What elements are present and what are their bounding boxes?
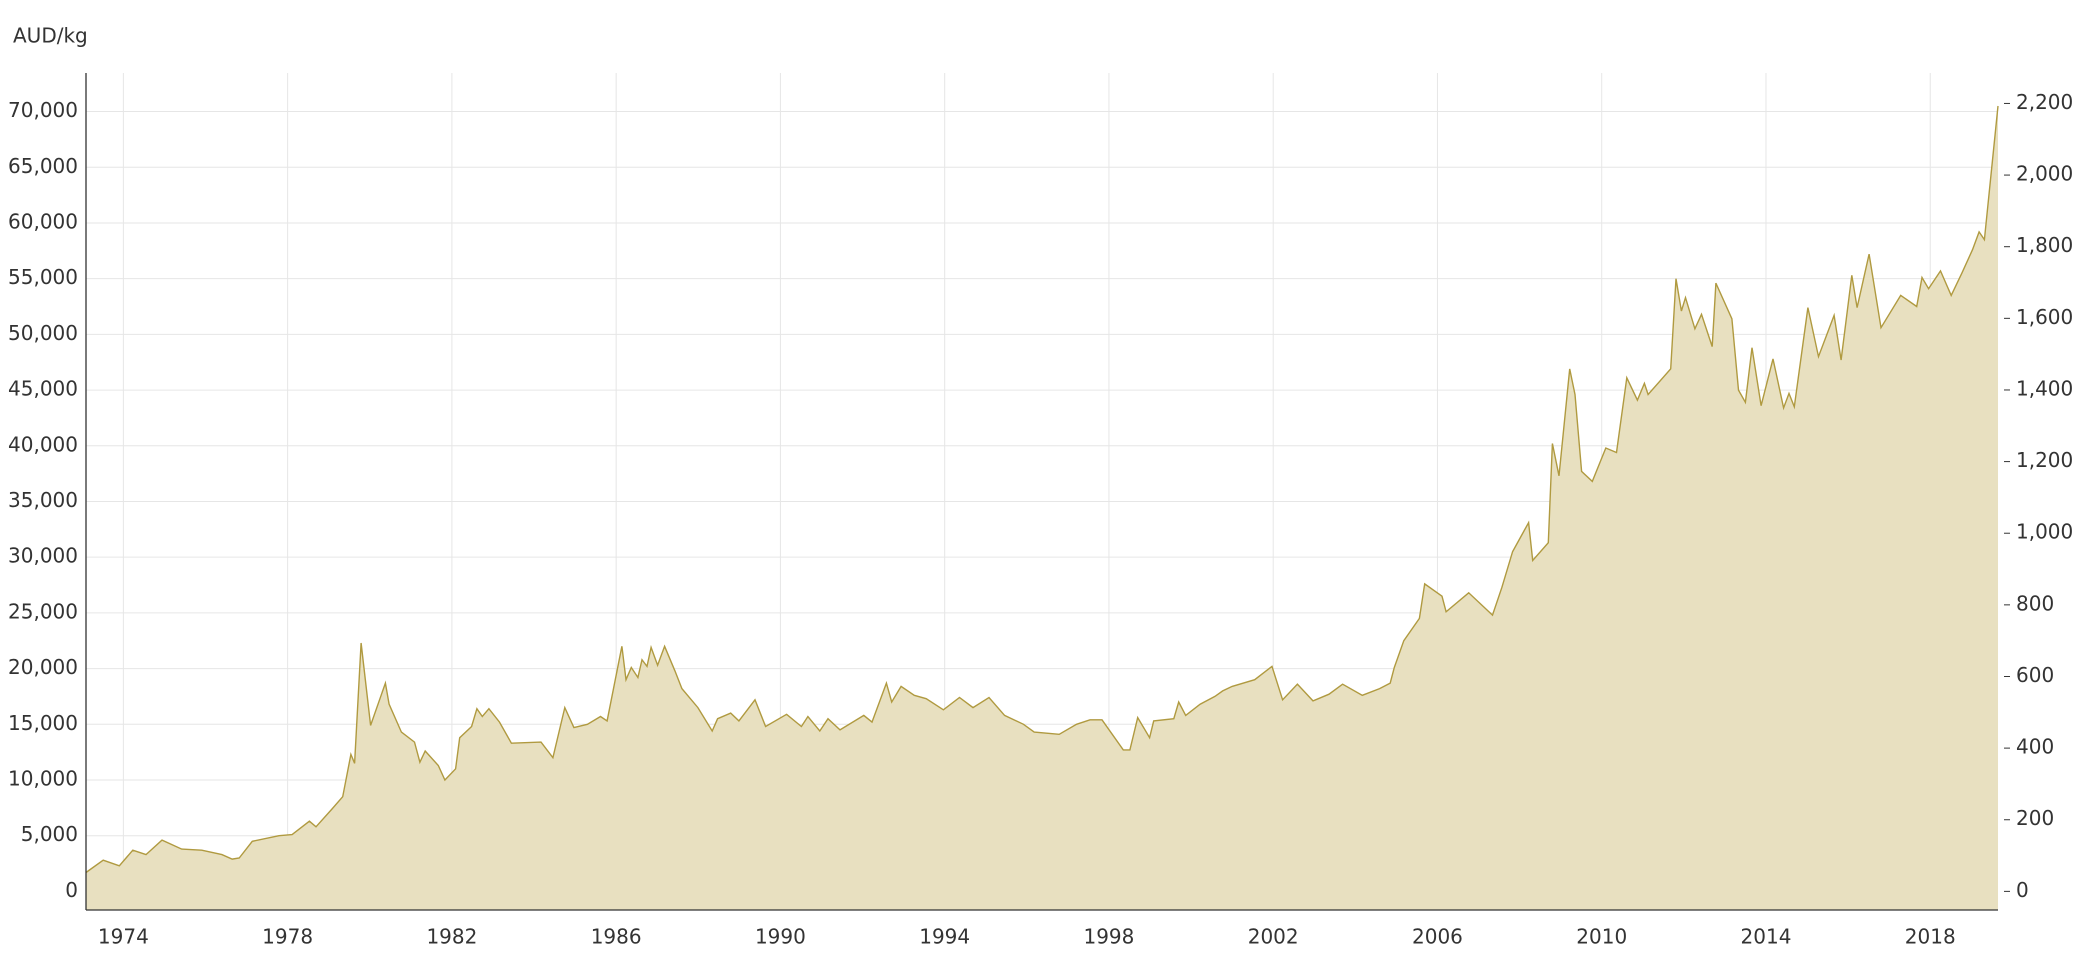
- y2-tick-label: 2,200: [2016, 90, 2073, 114]
- y2-tick-label: 1,400: [2016, 376, 2073, 400]
- y-tick-label: 5,000: [21, 822, 78, 846]
- x-tick-label: 1978: [262, 925, 313, 949]
- y-tick-label: 20,000: [8, 655, 78, 679]
- y-tick-label: 60,000: [8, 209, 78, 233]
- x-tick-label: 2014: [1741, 925, 1792, 949]
- y-tick-label: 35,000: [8, 488, 78, 512]
- x-tick-label: 1990: [755, 925, 806, 949]
- x-tick-label: 2002: [1248, 925, 1299, 949]
- x-tick-label: 2018: [1905, 925, 1956, 949]
- y2-tick-label: 400: [2016, 735, 2054, 759]
- y-axis-title: AUD/kg: [13, 24, 88, 48]
- y2-tick-label: 600: [2016, 663, 2054, 687]
- area-line: [85, 105, 1999, 874]
- y2-tick-label: 1,000: [2016, 520, 2073, 544]
- x-tick-label: 1994: [919, 925, 970, 949]
- x-tick-label: 2006: [1412, 925, 1463, 949]
- y2-tick-label: 1,200: [2016, 448, 2073, 472]
- y-tick-label: 10,000: [8, 766, 78, 790]
- y-tick-label: 50,000: [8, 321, 78, 345]
- y-tick-label: 0: [65, 878, 78, 902]
- y2-tick-label: 0: [2016, 878, 2029, 902]
- y-tick-label: 55,000: [8, 265, 78, 289]
- area-fill: [86, 106, 1998, 910]
- y2-tick-label: 1,600: [2016, 305, 2073, 329]
- y2-tick-label: 1,800: [2016, 233, 2073, 257]
- x-tick-label: 1982: [426, 925, 477, 949]
- y2-tick-label: 200: [2016, 806, 2054, 830]
- y-tick-label: 70,000: [8, 98, 78, 122]
- x-tick-label: 2010: [1576, 925, 1627, 949]
- x-tick-label: 1986: [591, 925, 642, 949]
- y2-tick-label: 2,000: [2016, 162, 2073, 186]
- y-tick-label: 65,000: [8, 154, 78, 178]
- y-tick-label: 45,000: [8, 377, 78, 401]
- y-tick-label: 30,000: [8, 544, 78, 568]
- x-tick-label: 1974: [98, 925, 149, 949]
- y2-tick-label: 800: [2016, 591, 2054, 615]
- y-tick-label: 25,000: [8, 599, 78, 623]
- x-tick-label: 1998: [1083, 925, 1134, 949]
- y-tick-label: 40,000: [8, 432, 78, 456]
- y-tick-label: 15,000: [8, 711, 78, 735]
